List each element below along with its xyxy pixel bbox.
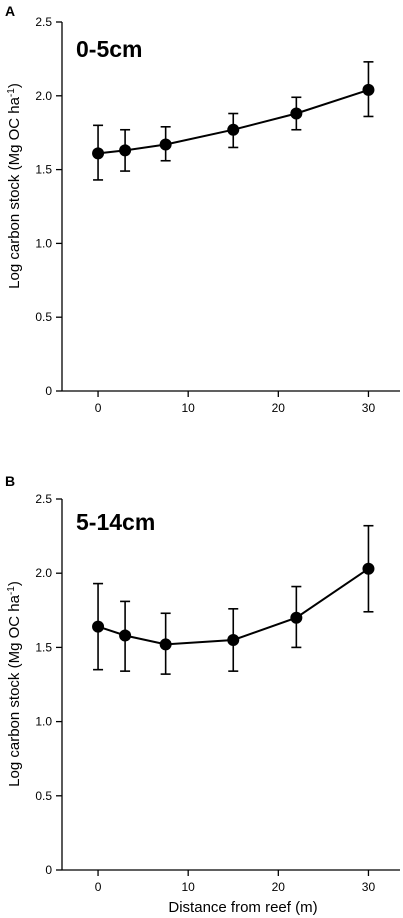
panel-a-y-tick-label: 1.0 [35,236,52,250]
panel-b-y-axis-title-main: Log carbon stock (Mg OC ha [6,594,23,786]
panel-b-y-tick-label: 2.0 [35,566,52,580]
panel-a-letter: A [5,3,15,19]
panel-b-letter: B [5,473,15,489]
panel-b-data-point [290,611,303,624]
panel-a-data-point [362,83,375,96]
panel-b-y-tick-label: 2.5 [35,492,52,506]
panel-b-y-tick-label: 0.5 [35,789,52,803]
panel-b-data-point [159,638,172,651]
panel-b-x-tick-label: 20 [272,880,286,894]
panel-b-plot: 0 0.5 1.0 1.5 2.0 2.5 0 10 20 30 [35,492,400,894]
panel-a: A 0-5cm Log carbon stock (Mg OC ha-1) 00… [5,3,400,415]
panel-b-x-tick-label: 10 [182,880,196,894]
panel-a-y-tick-label: 2.0 [35,89,52,103]
panel-a-depth-label: 0-5cm [76,36,142,62]
panel-a-x-tick-label: 30 [362,401,376,415]
panel-b-depth-label: 5-14cm [76,509,155,535]
panel-a-y-axis-title-main: Log carbon stock (Mg OC ha [6,96,23,288]
panel-a-y-axis-title: Log carbon stock (Mg OC ha-1) [6,83,23,289]
panel-b-y-tick-label: 0 [45,863,52,877]
panel-a-y-axis-title-close: ) [6,83,23,88]
panel-a-y-tick-label: 0 [45,384,52,398]
panel-a-data-point [92,147,105,160]
panel-a-x-tick-label: 10 [182,401,196,415]
panel-b-y-axis-title: Log carbon stock (Mg OC ha-1) [6,581,23,787]
panel-b-data-point [92,620,105,633]
panel-b-x-tick-label: 0 [95,880,102,894]
panel-a-data-point [119,144,132,157]
panel-b-data-point [227,633,240,646]
panel-b-x-axis-title: Distance from reef (m) [168,899,317,916]
panel-b-data-point [362,562,375,575]
panel-a-x-tick-label: 0 [95,401,102,415]
panel-a-plot: 0 0.5 1.0 1.5 2.0 2.5 0 10 20 30 [35,15,400,415]
panel-a-y-axis-title-sup: -1 [6,88,17,97]
panel-b: B 5-14cm Log carbon stock (Mg OC ha-1) D… [5,473,400,916]
panel-b-y-axis-title-close: ) [6,581,23,586]
panel-b-y-tick-label: 1.0 [35,715,52,729]
panel-a-y-tick-label: 1.5 [35,163,52,177]
panel-a-data-point [290,107,303,120]
panel-b-y-tick-label: 1.5 [35,640,52,654]
panel-a-x-tick-label: 20 [272,401,286,415]
panel-b-y-axis-title-sup: -1 [6,586,17,595]
panel-b-data-point [119,629,132,642]
panel-a-data-point [159,138,172,151]
panel-a-data-point [227,123,240,136]
panel-a-y-tick-label: 2.5 [35,15,52,29]
panel-a-y-tick-label: 0.5 [35,310,52,324]
panel-b-x-tick-label: 30 [362,880,376,894]
